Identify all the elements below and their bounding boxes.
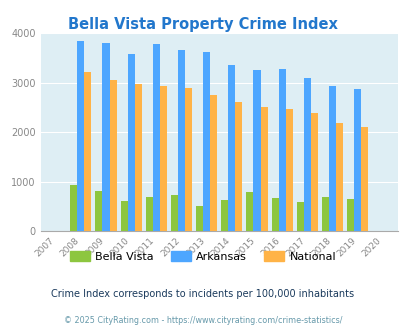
- Bar: [102, 44, 109, 231]
- Bar: [70, 185, 77, 231]
- Bar: [285, 109, 292, 231]
- Bar: [260, 107, 267, 231]
- Bar: [109, 80, 116, 231]
- Bar: [77, 41, 84, 231]
- Legend: Bella Vista, Arkansas, National: Bella Vista, Arkansas, National: [65, 247, 340, 266]
- Bar: [145, 197, 152, 231]
- Bar: [328, 86, 335, 231]
- Bar: [160, 86, 166, 231]
- Bar: [303, 78, 310, 231]
- Bar: [171, 195, 177, 231]
- Bar: [253, 70, 260, 231]
- Bar: [296, 202, 303, 231]
- Bar: [120, 201, 127, 231]
- Bar: [360, 127, 367, 231]
- Bar: [95, 191, 102, 231]
- Bar: [346, 199, 353, 231]
- Bar: [196, 206, 202, 231]
- Bar: [177, 50, 185, 231]
- Bar: [127, 54, 134, 231]
- Bar: [210, 95, 217, 231]
- Text: © 2025 CityRating.com - https://www.cityrating.com/crime-statistics/: © 2025 CityRating.com - https://www.city…: [64, 315, 341, 325]
- Bar: [221, 200, 228, 231]
- Text: Crime Index corresponds to incidents per 100,000 inhabitants: Crime Index corresponds to incidents per…: [51, 289, 354, 299]
- Bar: [246, 192, 253, 231]
- Bar: [278, 69, 285, 231]
- Bar: [353, 89, 360, 231]
- Bar: [228, 65, 235, 231]
- Bar: [335, 123, 342, 231]
- Bar: [134, 84, 141, 231]
- Bar: [235, 102, 242, 231]
- Text: Bella Vista Property Crime Index: Bella Vista Property Crime Index: [68, 16, 337, 31]
- Bar: [202, 52, 210, 231]
- Bar: [271, 198, 278, 231]
- Bar: [152, 45, 160, 231]
- Bar: [321, 197, 328, 231]
- Bar: [310, 113, 317, 231]
- Bar: [185, 88, 192, 231]
- Bar: [84, 72, 91, 231]
